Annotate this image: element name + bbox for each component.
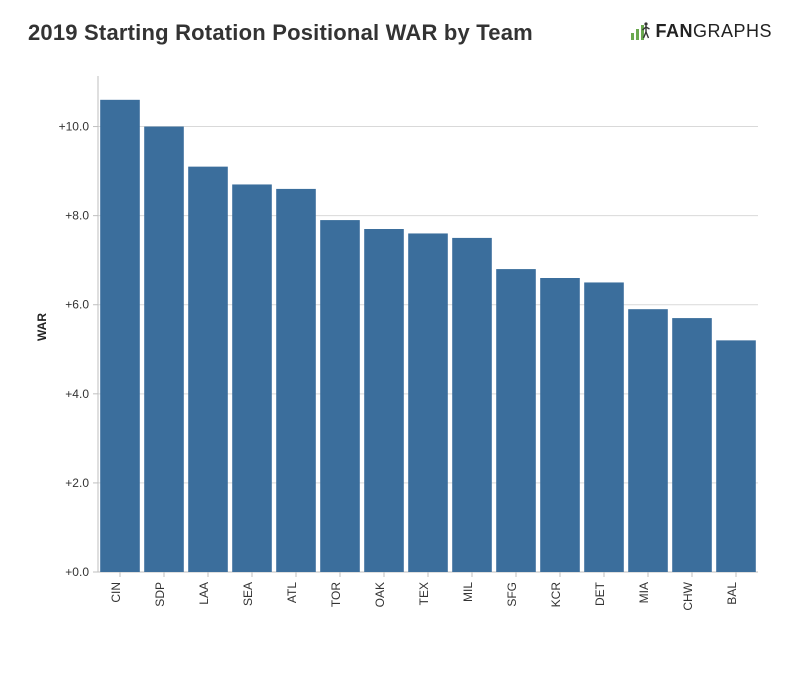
header: 2019 Starting Rotation Positional WAR by… [28,20,772,46]
bar [496,269,536,572]
x-tick-label: TEX [417,582,431,605]
page-container: 2019 Starting Rotation Positional WAR by… [0,0,800,700]
x-tick-label: DET [593,581,607,606]
bar [232,184,272,572]
war-bar-chart: +0.0 +2.0 +4.0 +6.0 +8.0 +10.0 CIN SDP LAA SEA ATL… [28,54,772,654]
y-axis-label: WAR [35,313,49,341]
x-tick-label: MIL [461,582,475,602]
x-tick-label: KCR [549,582,563,608]
bar [188,167,228,572]
x-tick-label: TOR [329,582,343,607]
bar [100,100,140,572]
fangraphs-logo-icon [629,20,651,42]
fangraphs-logo: FANGRAPHS [629,20,772,42]
bar [628,309,668,572]
y-tick-label: +4.0 [65,387,89,401]
x-tick-label: SFG [505,582,519,607]
y-tick-label: +0.0 [65,565,89,579]
x-tick-label: SDP [153,582,167,607]
y-tick-label: +8.0 [65,209,89,223]
bar [144,127,184,572]
bar [452,238,492,572]
chart-svg: +0.0 +2.0 +4.0 +6.0 +8.0 +10.0 CIN SDP LAA SEA ATL… [28,54,772,654]
x-tick-label: OAK [373,582,387,607]
x-tick-label: LAA [197,582,211,605]
bar [672,318,712,572]
bar [584,282,624,572]
x-tick-label: CIN [109,582,123,603]
x-tick-label: CHW [681,581,695,610]
y-tick-label: +10.0 [59,120,90,134]
bar [540,278,580,572]
bar [276,189,316,572]
y-tick-label: +6.0 [65,298,89,312]
x-tick-label: BAL [725,582,739,605]
bar [364,229,404,572]
bar [716,340,756,572]
chart-title: 2019 Starting Rotation Positional WAR by… [28,20,533,46]
x-tick-label: SEA [241,582,255,606]
y-tick-label: +2.0 [65,476,89,490]
x-tick-label: ATL [285,582,299,603]
bar [408,233,448,572]
fangraphs-logo-text: FANGRAPHS [655,21,772,42]
x-tick-label: MIA [637,582,651,603]
bar [320,220,360,572]
